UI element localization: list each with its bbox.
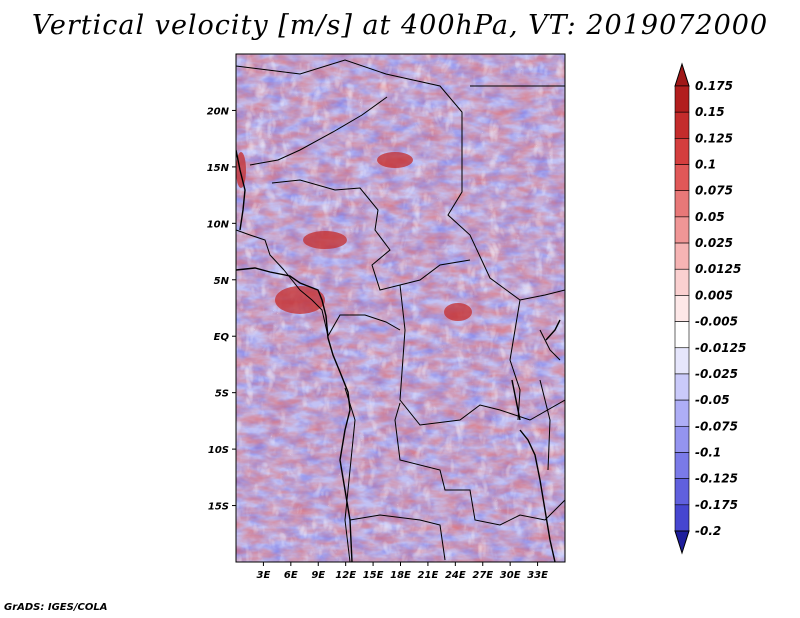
colorbar-label: 0.125 (695, 131, 733, 145)
footer-credit: GrADS: IGES/COLA (4, 602, 108, 613)
lat-tick-label: 15N (207, 163, 230, 174)
country-borders (236, 59, 565, 562)
strong-updraft-areas (236, 152, 472, 321)
colorbar-top-arrow (674, 62, 690, 87)
colorbar-swatch (674, 425, 690, 453)
colorbar-swatch (674, 138, 690, 165)
lon-tick-label: 21E (418, 570, 439, 581)
colorbar-label: -0.2 (695, 524, 721, 538)
colorbar-label: -0.125 (695, 472, 738, 486)
colorbar-swatch (674, 242, 690, 270)
colorbar-swatch (674, 295, 690, 322)
colorbar-label: 0.075 (695, 184, 733, 198)
colorbar-label: -0.1 (695, 445, 721, 459)
coastlines (236, 149, 561, 562)
colorbar-swatch (674, 190, 690, 218)
colorbar-label: 0.15 (695, 105, 725, 119)
colorbar-label: -0.0125 (695, 341, 746, 355)
colorbar-label: 0.025 (695, 236, 733, 250)
map-figure: 20N 15N 10N 5N EQ 5S 10S 15S 3E 6E 9E 12E 15E 18E 21E… (207, 53, 746, 581)
colorbar-swatch (674, 373, 690, 401)
lat-tick-label: 20N (207, 106, 230, 117)
colorbar-swatch (674, 85, 690, 113)
colorbar-swatch (674, 111, 690, 139)
colorbar-label: 0.1 (695, 158, 716, 172)
colorbar-label: 0.0125 (695, 262, 741, 276)
colorbar-swatch (674, 478, 690, 506)
colorbar-label: 0.05 (695, 210, 725, 224)
lon-tick-label: 9E (311, 570, 325, 581)
colorbar-label: -0.025 (695, 367, 738, 381)
lat-tick-label: 10N (207, 219, 230, 230)
colorbar-label: -0.005 (695, 315, 738, 329)
colorbar-label: 0.175 (695, 79, 733, 93)
lon-tick-label: 12E (335, 570, 356, 581)
lon-tick-label: 30E (500, 570, 521, 581)
colorbar-label: -0.075 (695, 419, 738, 433)
colorbar-swatch (674, 452, 690, 479)
colorbar-swatch (674, 268, 690, 296)
colorbar-swatch (674, 504, 690, 532)
colorbar-swatch (674, 399, 690, 427)
latitude-axis: 20N 15N 10N 5N EQ 5S 10S 15S (207, 106, 236, 513)
map-plot-area (236, 54, 565, 562)
colorbar-swatch (674, 347, 690, 375)
lat-tick-label: 5S (215, 389, 229, 400)
lon-tick-label: 27E (472, 570, 493, 581)
colorbar-label: -0.175 (695, 498, 738, 512)
lat-tick-label: 10S (208, 445, 229, 456)
colorbar-label: -0.05 (695, 393, 730, 407)
lon-tick-label: 24E (445, 570, 466, 581)
lon-tick-label: 3E (257, 570, 271, 581)
lat-tick-label: 15S (208, 502, 229, 513)
lat-tick-label: EQ (214, 332, 230, 343)
colorbar-label: 0.005 (695, 288, 733, 302)
colorbar-swatch (674, 321, 690, 349)
lat-tick-label: 5N (214, 276, 230, 287)
colorbar-bottom-arrow (674, 530, 690, 555)
colorbar-swatch (674, 216, 690, 244)
lon-tick-label: 6E (284, 570, 298, 581)
lon-tick-label: 18E (390, 570, 411, 581)
lon-tick-label: 33E (527, 570, 548, 581)
page-title: Vertical velocity [m/s] at 400hPa, VT: 2… (31, 10, 769, 41)
longitude-axis: 3E 6E 9E 12E 15E 18E 21E 24E 27E 30E 33E (257, 562, 548, 581)
colorbar: 0.175 0.15 0.125 0.1 0.075 0.05 0.025 0.0125 0.0… (674, 62, 746, 555)
lon-tick-label: 15E (363, 570, 384, 581)
colorbar-swatch (674, 164, 690, 192)
